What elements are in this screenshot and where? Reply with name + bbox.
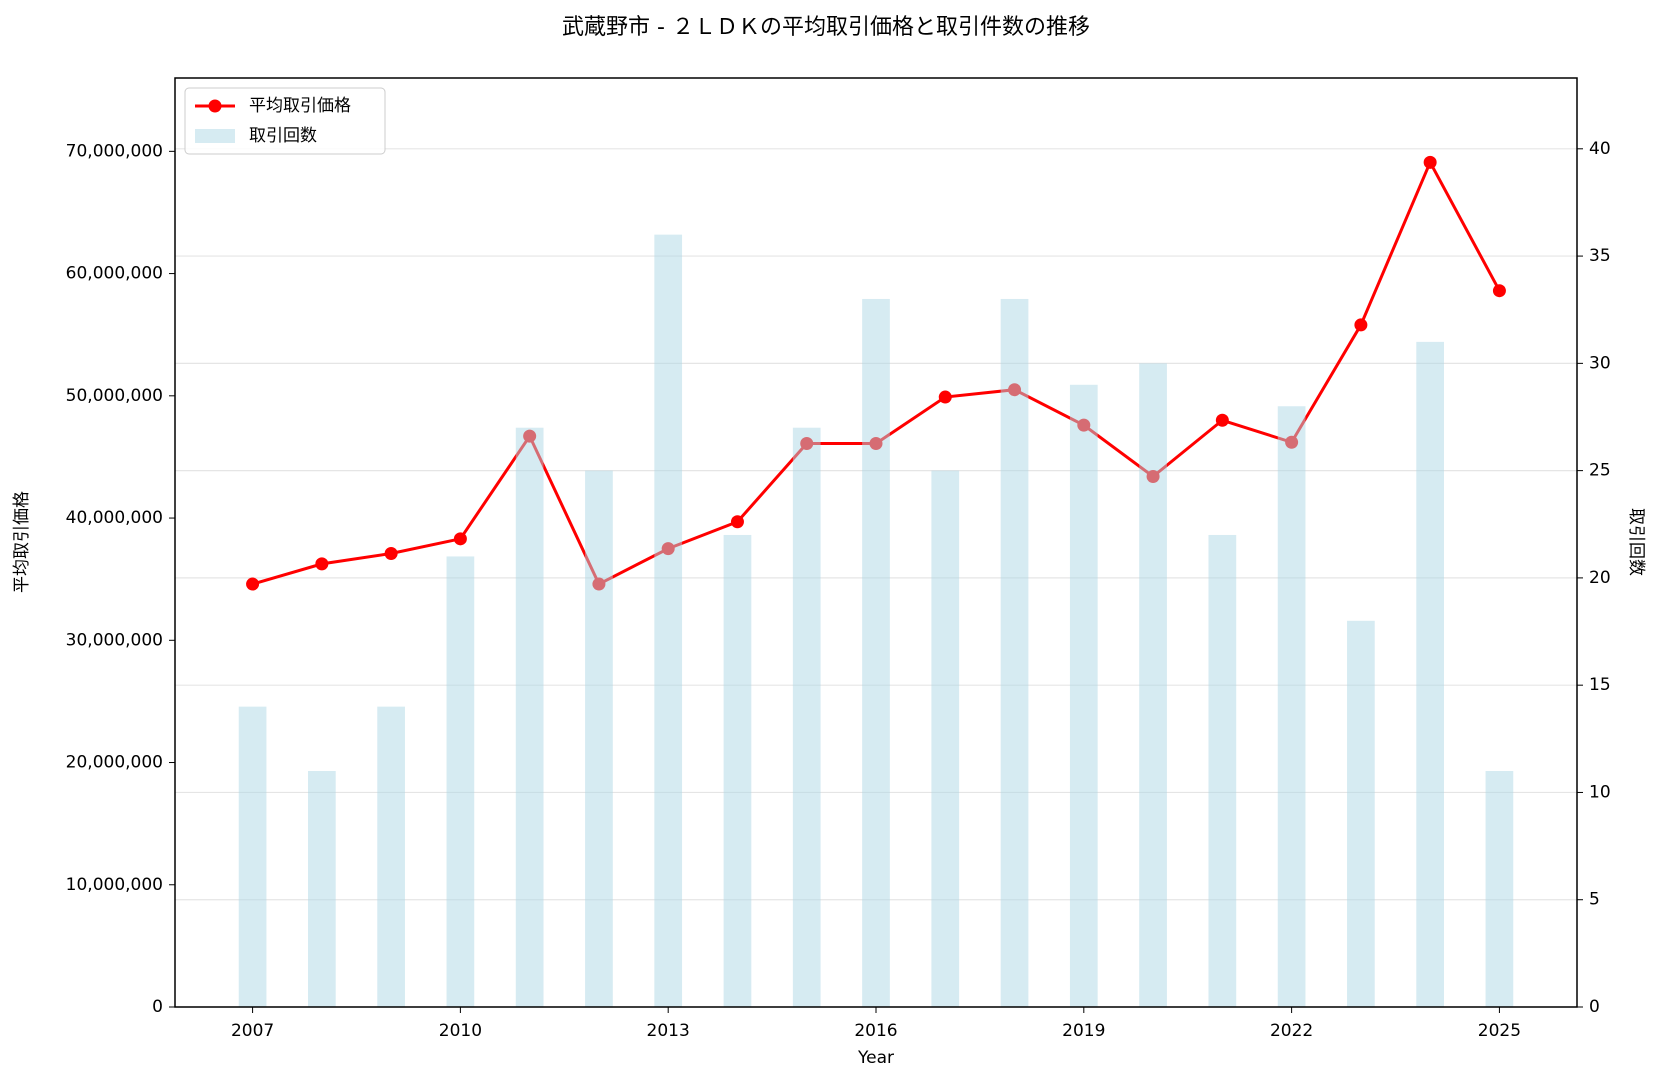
x-tick-label: 2007 <box>231 1021 274 1041</box>
bar <box>723 534 752 1007</box>
y2-tick-label: 20 <box>1589 568 1611 588</box>
marker <box>384 547 398 561</box>
y-tick-label: 30,000,000 <box>66 630 163 650</box>
bar <box>1069 384 1098 1007</box>
y2-tick-label: 40 <box>1589 139 1611 159</box>
bar <box>931 470 960 1007</box>
y2-axis-label: 取引回数 <box>1626 508 1646 576</box>
y2-tick-label: 10 <box>1589 782 1611 802</box>
bar <box>792 427 821 1007</box>
bar <box>1277 406 1306 1007</box>
x-tick-label: 2022 <box>1270 1021 1313 1041</box>
y-tick-label: 70,000,000 <box>66 141 163 161</box>
y2-tick-label: 15 <box>1589 675 1611 695</box>
bar <box>377 706 405 1007</box>
y2-tick-label: 30 <box>1589 353 1611 373</box>
y2-tick-label: 25 <box>1589 461 1611 481</box>
marker <box>246 577 260 591</box>
marker <box>315 557 329 571</box>
legend-swatch <box>195 129 235 143</box>
bar <box>446 556 475 1007</box>
y-tick-label: 60,000,000 <box>66 264 163 284</box>
bar <box>1416 341 1445 1007</box>
x-tick-label: 2010 <box>439 1021 482 1041</box>
y2-tick-label: 35 <box>1589 246 1611 266</box>
marker <box>1354 318 1368 332</box>
marker <box>1423 155 1437 169</box>
legend-label: 平均取引価格 <box>249 96 351 116</box>
plot-frame <box>174 77 1578 1008</box>
y-axis-label: 平均取引価格 <box>12 491 32 593</box>
y2-tick-label: 5 <box>1589 890 1600 910</box>
bar <box>515 427 544 1007</box>
marker <box>938 390 952 404</box>
marker <box>1215 413 1229 427</box>
legend-marker <box>208 99 222 113</box>
bar <box>1208 534 1237 1007</box>
x-axis-label: Year <box>857 1048 894 1068</box>
bar <box>238 706 267 1007</box>
bar <box>307 770 336 1007</box>
marker <box>1492 284 1506 298</box>
bar <box>1139 363 1167 1007</box>
y-tick-label: 20,000,000 <box>66 753 163 773</box>
bar <box>862 298 890 1007</box>
bar <box>1347 620 1375 1007</box>
x-tick-label: 2025 <box>1478 1021 1521 1041</box>
marker <box>730 515 744 529</box>
bar <box>1485 770 1514 1007</box>
y-tick-label: 50,000,000 <box>66 386 163 406</box>
legend-label: 取引回数 <box>249 126 317 146</box>
y-tick-label: 10,000,000 <box>66 875 163 895</box>
y2-tick-label: 0 <box>1589 997 1600 1017</box>
marker <box>453 532 467 546</box>
x-tick-label: 2016 <box>854 1021 897 1041</box>
bar <box>585 470 613 1007</box>
y-tick-label: 40,000,000 <box>66 508 163 528</box>
bar <box>654 234 683 1008</box>
bar <box>1000 298 1029 1007</box>
x-tick-label: 2019 <box>1062 1021 1105 1041</box>
y-tick-label: 0 <box>152 997 163 1017</box>
x-tick-label: 2013 <box>647 1021 690 1041</box>
chart-title: 武蔵野市 - ２ＬＤＫの平均取引価格と取引件数の推移 <box>562 15 1090 40</box>
